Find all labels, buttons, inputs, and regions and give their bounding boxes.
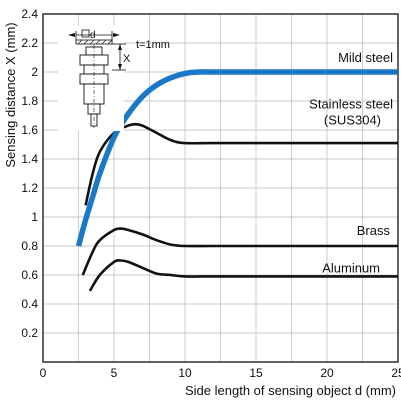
plot-frame bbox=[42, 13, 399, 363]
aluminum-label: Aluminum bbox=[322, 260, 380, 275]
y-tick-label: 2 bbox=[31, 65, 38, 79]
series-labels: Mild steel Stainless steel (SUS304) Brass Al… bbox=[309, 50, 393, 275]
y-tick-label: 2.4 bbox=[21, 7, 38, 21]
x-tick-label: 15 bbox=[249, 366, 263, 380]
y-tick-label: 0.6 bbox=[21, 268, 38, 282]
y-tick-label: 0.4 bbox=[21, 297, 38, 311]
y-tick-label: 1 bbox=[31, 210, 38, 224]
thickness-label: t=1mm bbox=[136, 39, 170, 51]
y-tick-label: 1.8 bbox=[21, 94, 38, 108]
mild-steel-series-line bbox=[75, 69, 398, 247]
series-group bbox=[75, 69, 399, 292]
x-axis-ticks: 0 5 10 15 20 25 bbox=[40, 366, 401, 380]
x-tick-label: 5 bbox=[111, 366, 118, 380]
brass-series-line bbox=[81, 227, 398, 276]
x-tick-label: 25 bbox=[391, 366, 401, 380]
arrow-down-icon bbox=[118, 64, 122, 70]
distance-label: X bbox=[123, 53, 131, 65]
x-tick-label: 10 bbox=[178, 366, 192, 380]
square-symbol-icon bbox=[81, 29, 90, 38]
x-tick-label: 20 bbox=[320, 366, 334, 380]
brass-label: Brass bbox=[357, 223, 391, 238]
square-label: d bbox=[90, 30, 96, 41]
mild-steel-label: Mild steel bbox=[338, 50, 393, 65]
y-tick-label: 0.8 bbox=[21, 239, 38, 253]
aluminum-series-line bbox=[88, 259, 398, 292]
y-tick-label: 1.4 bbox=[21, 152, 38, 166]
x-tick-label: 0 bbox=[40, 366, 47, 380]
y-tick-label: 1.2 bbox=[21, 181, 38, 195]
arrow-up-icon bbox=[118, 44, 122, 50]
x-axis-label: Side length of sensing object d (mm) bbox=[185, 383, 396, 398]
sensor-inset-diagram: d X t=1mm bbox=[58, 26, 170, 131]
y-tick-label: 2.2 bbox=[21, 36, 38, 50]
arrow-left-icon bbox=[68, 33, 75, 37]
stainless-steel-label: Stainless steel (SUS304) bbox=[309, 97, 393, 128]
y-axis-label: Sensing distance X (mm) bbox=[3, 22, 18, 167]
y-axis-ticks: 0.2 0.4 0.6 0.8 1 1.2 1.4 1.6 1.8 2 2.2 2.4 bbox=[21, 7, 38, 340]
arrow-right-icon bbox=[113, 33, 120, 37]
stainless-steel-series-line bbox=[84, 122, 399, 206]
y-tick-label: 1.6 bbox=[21, 123, 38, 137]
y-tick-label: 0.2 bbox=[21, 326, 38, 340]
